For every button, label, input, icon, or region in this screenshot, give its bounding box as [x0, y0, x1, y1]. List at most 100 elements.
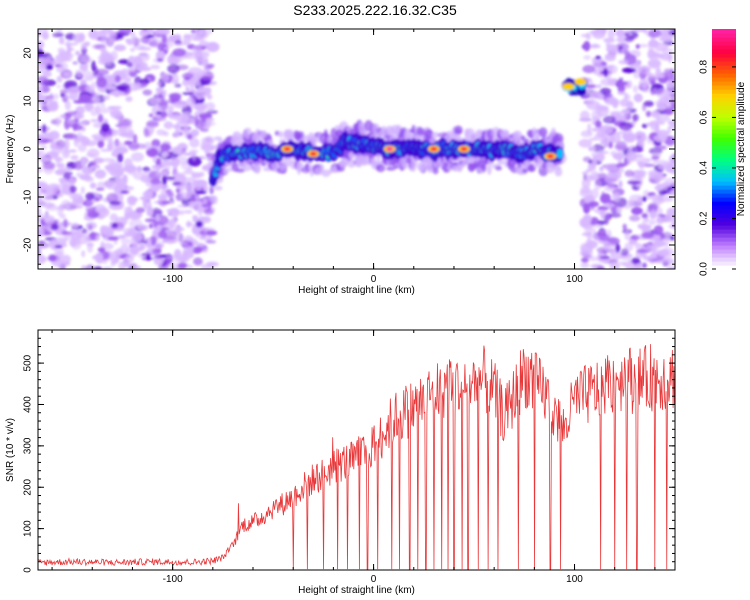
- hotspot: [309, 151, 317, 156]
- halo-blob: [330, 127, 338, 140]
- colorbar-segment: [712, 29, 736, 34]
- noise-blob: [615, 29, 625, 37]
- noise-blob: [156, 111, 162, 115]
- colorbar: 0.0 0.2 0.4 0.6 0.8 Normalized spectral ampli…: [699, 29, 747, 276]
- noise-blob: [155, 164, 161, 172]
- noise-blob: [169, 93, 182, 101]
- noise-blob: [162, 89, 167, 97]
- halo-blob: [431, 131, 440, 139]
- noise-blob: [179, 210, 185, 216]
- noise-blob: [624, 51, 631, 58]
- noise-blob: [583, 55, 591, 60]
- noise-blob: [185, 86, 190, 92]
- noise-blob: [65, 39, 71, 49]
- colorbar-segment: [712, 217, 736, 222]
- noise-blob: [42, 134, 53, 139]
- noise-blob: [42, 161, 55, 170]
- noise-blob: [599, 228, 609, 235]
- noise-blob: [600, 139, 609, 145]
- noise-blob: [128, 70, 137, 78]
- noise-blob: [656, 74, 665, 78]
- colorbar-segment: [712, 141, 736, 146]
- y-tick-label: 500: [23, 354, 34, 371]
- noise-blob: [592, 30, 606, 39]
- hotspot: [430, 147, 438, 151]
- noise-blob: [110, 227, 125, 232]
- noise-blob: [662, 94, 671, 101]
- noise-blob: [194, 196, 200, 200]
- noise-blob: [100, 102, 106, 108]
- secondary-blob: [577, 86, 586, 97]
- noise-blob: [104, 134, 113, 141]
- noise-blob: [156, 58, 164, 62]
- halo-blob: [210, 195, 218, 205]
- noise-blob: [73, 238, 81, 247]
- colorbar-segment: [712, 77, 736, 82]
- noise-blob: [602, 61, 607, 66]
- noise-blob: [80, 186, 85, 194]
- halo-blob: [224, 167, 234, 172]
- noise-blob: [651, 155, 660, 160]
- halo-blob: [432, 167, 439, 175]
- noise-blob: [626, 80, 633, 89]
- noise-blob: [115, 84, 128, 91]
- noise-blob: [186, 167, 193, 171]
- halo-blob: [520, 135, 526, 141]
- noise-blob: [55, 54, 69, 62]
- noise-blob: [155, 171, 168, 177]
- noise-blob: [38, 40, 45, 50]
- noise-blob: [74, 124, 83, 131]
- noise-blob: [117, 128, 123, 136]
- halo-blob: [282, 156, 292, 167]
- colorbar-segment: [712, 157, 736, 162]
- heatmap-blobs: [38, 29, 675, 269]
- noise-blob: [591, 234, 597, 240]
- colorbar-segment: [712, 49, 736, 54]
- noise-blob: [665, 81, 675, 89]
- halo-blob: [375, 164, 386, 173]
- noise-blob: [117, 153, 124, 163]
- noise-blob: [72, 113, 85, 120]
- noise-blob: [610, 150, 617, 157]
- noise-blob: [580, 262, 590, 268]
- noise-blob: [43, 70, 52, 78]
- noise-blob: [107, 30, 117, 41]
- noise-blob: [69, 228, 76, 240]
- noise-blob: [161, 34, 168, 44]
- noise-blob: [75, 105, 85, 115]
- noise-blob: [56, 84, 61, 89]
- colorbar-segment: [712, 257, 736, 262]
- bottom-frame: [37, 329, 676, 571]
- y-axis-label: SNR (10 * v/v): [5, 418, 16, 482]
- noise-blob: [191, 44, 203, 56]
- noise-blob: [59, 178, 69, 187]
- noise-blob: [155, 87, 164, 93]
- halo-blob: [314, 167, 324, 176]
- noise-blob: [604, 53, 617, 59]
- noise-blob: [596, 265, 605, 269]
- noise-blob: [618, 59, 629, 65]
- halo-blob: [209, 185, 214, 195]
- noise-blob: [617, 91, 626, 95]
- noise-blob: [597, 93, 604, 100]
- noise-blob: [133, 265, 142, 269]
- noise-blob: [610, 111, 623, 116]
- noise-blob: [591, 127, 605, 133]
- noise-blob: [113, 44, 126, 52]
- halo-blob: [274, 130, 280, 136]
- noise-blob: [41, 85, 49, 93]
- noise-blob: [56, 119, 62, 124]
- noise-blob: [629, 215, 641, 222]
- noise-blob: [169, 113, 181, 120]
- noise-blob: [109, 213, 118, 222]
- noise-blob: [170, 59, 183, 63]
- noise-blob: [183, 125, 189, 135]
- colorbar-segment: [712, 37, 736, 42]
- noise-blob: [611, 78, 618, 85]
- noise-blob: [656, 216, 664, 225]
- noise-blob: [38, 75, 49, 86]
- noise-blob: [157, 42, 165, 52]
- noise-blob: [206, 63, 215, 68]
- noise-blob: [89, 231, 97, 241]
- noise-blob: [600, 124, 614, 135]
